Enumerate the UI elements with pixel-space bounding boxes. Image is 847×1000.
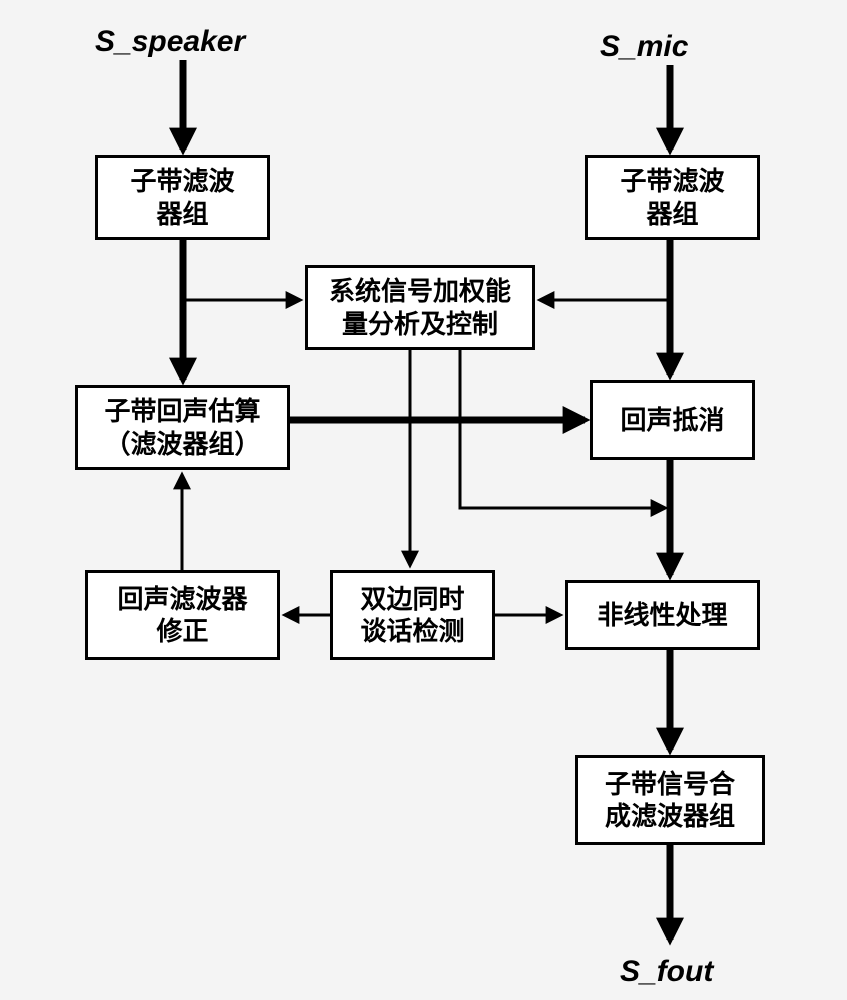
box-subband-filter-right: 子带滤波器组 [585,155,760,240]
box-echo-filter-update: 回声滤波器修正 [85,570,280,660]
box-double-talk: 双边同时谈话检测 [330,570,495,660]
box-subband-filter-left: 子带滤波器组 [95,155,270,240]
label-s-fout: S_fout [620,955,713,989]
box-weighted-energy: 系统信号加权能量分析及控制 [305,265,535,350]
box-echo-cancel: 回声抵消 [590,380,755,460]
connections [0,0,847,1000]
box-echo-estimate: 子带回声估算（滤波器组） [75,385,290,470]
label-s-mic: S_mic [600,30,688,64]
label-s-speaker: S_speaker [95,25,245,59]
box-nonlinear: 非线性处理 [565,580,760,650]
box-synthesis-filter: 子带信号合成滤波器组 [575,755,765,845]
